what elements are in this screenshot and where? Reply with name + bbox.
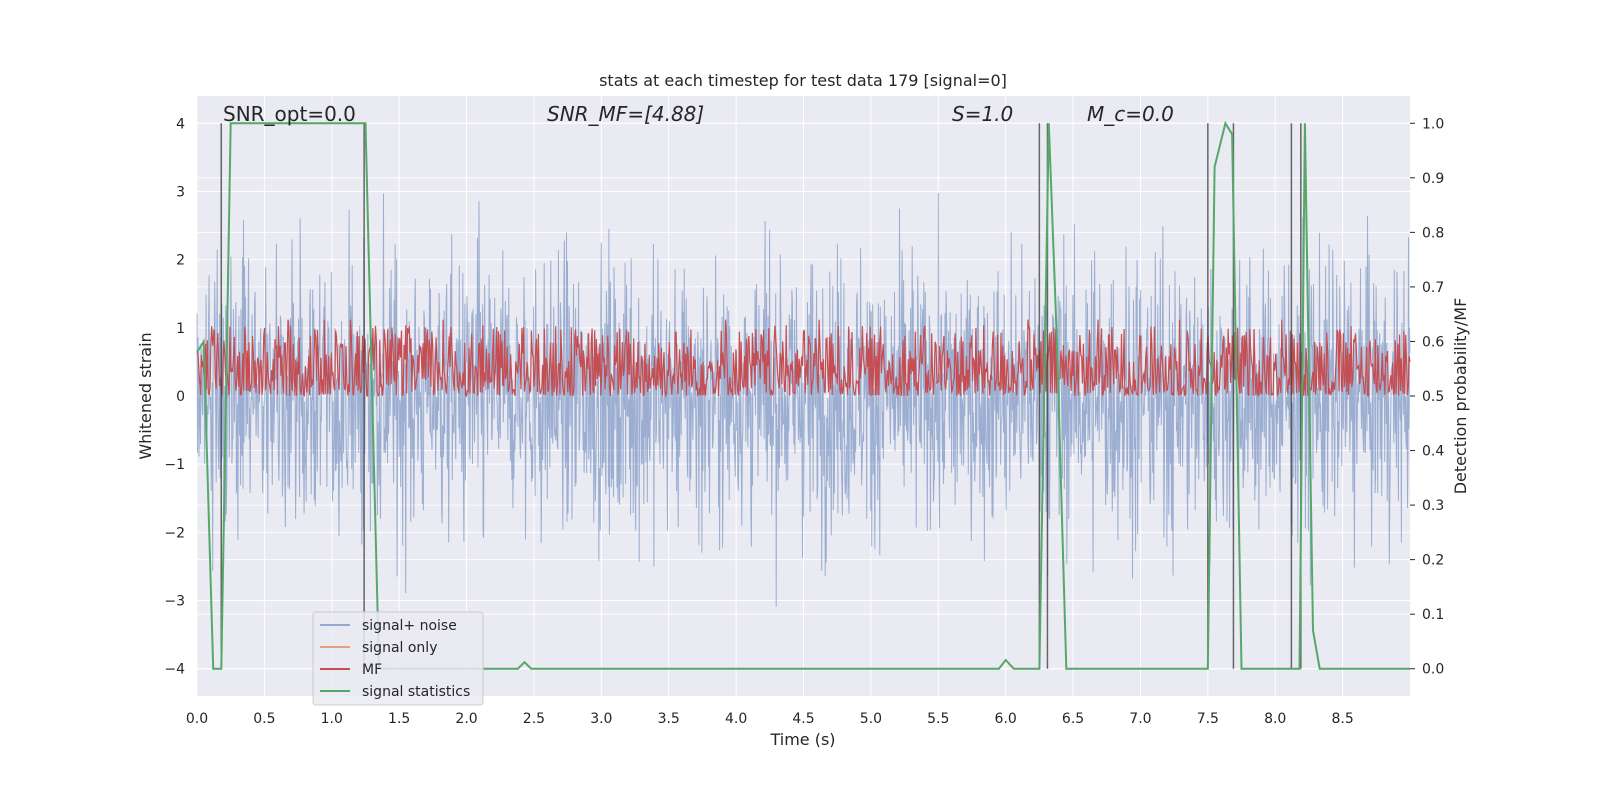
y-left-tick-label: 1 [176,321,185,337]
y-left-tick-label: 4 [176,116,185,132]
x-tick-label: 0.5 [253,711,275,727]
x-tick-label: 8.0 [1264,711,1286,727]
x-tick-label: 5.5 [927,711,949,727]
y-left-tick-label: −4 [164,662,185,678]
y-right-axis-label: Detection probability/MF [1451,298,1470,495]
y-right-tick-label: 0.5 [1422,389,1444,405]
legend-box [312,611,484,706]
x-tick-label: 3.0 [590,711,612,727]
legend-label-signal-statistics: signal statistics [362,684,470,700]
x-tick-label: 1.0 [321,711,343,727]
y-right-tick-label: 0.7 [1422,280,1444,296]
signal-statistics-series [196,120,1410,670]
y-left-tick-label: −2 [164,525,185,541]
chart-title: stats at each timestep for test data 179… [599,71,1007,90]
annotation-snr-opt: SNR_opt=0.0 [223,102,356,126]
x-tick-label: 0.0 [186,711,208,727]
x-axis-label: Time (s) [769,730,835,749]
x-tick-label: 7.5 [1197,711,1219,727]
x-tick-label: 6.5 [1062,711,1084,727]
y-right-tick-label: 0.4 [1422,444,1444,460]
y-right-tick-label: 0.2 [1422,553,1444,569]
annotation-s: S=1.0 [952,102,1013,126]
x-tick-label: 1.5 [388,711,410,727]
y-left-tick-label: −1 [164,457,185,473]
y-right-tick-label: 1.0 [1422,116,1444,132]
y-left-axis-label: Whitened strain [136,332,155,459]
y-right-tick-label: 0.0 [1422,662,1444,678]
y-right-tick-labels: 0.0 0.1 0.2 0.3 0.4 0.5 0.6 0.7 0.8 0.9 1.0 [1410,116,1444,678]
legend-label-signal-only: signal only [362,640,437,656]
x-tick-label: 3.5 [658,711,680,727]
y-right-tick-label: 0.6 [1422,334,1444,350]
y-left-tick-label: 3 [176,184,185,200]
x-tick-labels: 0.0 0.5 1.0 1.5 2.0 2.5 3.0 3.5 4.0 4.5 5.0 5.5 6.0 6… [186,711,1354,727]
x-tick-label: 5.0 [860,711,882,727]
y-left-tick-label: 2 [176,253,185,269]
y-left-tick-label: −3 [164,594,185,610]
legend-label-signal-noise: signal+ noise [362,618,457,634]
y-right-tick-label: 0.1 [1422,607,1444,623]
legend: signal+ noise signal only MF signal stat… [312,611,484,706]
x-tick-label: 7.0 [1129,711,1151,727]
y-right-tick-label: 0.9 [1422,171,1444,187]
x-tick-label: 8.5 [1331,711,1353,727]
annotation-snr-mf: SNR_MF=[4.88] [547,102,704,126]
x-tick-label: 4.0 [725,711,747,727]
x-tick-label: 2.0 [455,711,477,727]
y-right-tick-label: 0.3 [1422,498,1444,514]
x-tick-label: 2.5 [523,711,545,727]
x-tick-label: 6.0 [995,711,1017,727]
signal-statistics-line [196,120,1410,670]
annotation-mc: M_c=0.0 [1087,102,1174,126]
y-left-tick-labels: −4 −3 −2 −1 0 1 2 3 4 [164,116,185,677]
x-tick-label: 4.5 [792,711,814,727]
legend-label-mf: MF [362,662,382,678]
y-left-tick-label: 0 [176,389,185,405]
y-right-tick-label: 0.8 [1422,225,1444,241]
